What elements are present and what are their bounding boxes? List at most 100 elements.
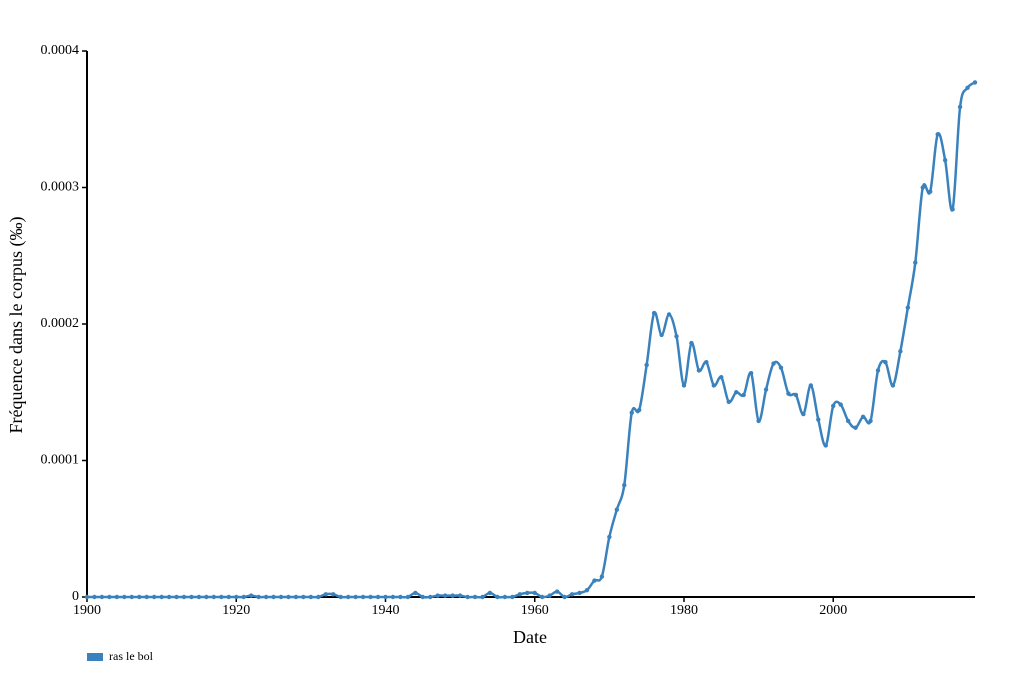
point [166, 594, 172, 600]
point [226, 594, 231, 600]
x-tick-label: 2000 [819, 603, 847, 618]
point [599, 574, 605, 579]
x-tick-label: 1980 [670, 603, 698, 618]
point [778, 365, 784, 370]
point [293, 594, 299, 600]
y-tick-label: 0.0003 [41, 180, 80, 195]
point [965, 85, 970, 91]
point [428, 594, 433, 600]
point [845, 418, 851, 424]
point [271, 594, 276, 600]
point [875, 368, 881, 373]
point [189, 594, 194, 600]
point [263, 594, 269, 600]
point [823, 443, 828, 448]
point [614, 507, 620, 512]
point [122, 594, 127, 600]
point [547, 593, 552, 598]
point [398, 594, 403, 600]
point [338, 594, 343, 600]
point [383, 594, 388, 600]
point [137, 594, 142, 600]
point [651, 310, 657, 316]
point [107, 594, 112, 600]
point [204, 594, 209, 600]
point [763, 387, 769, 392]
y-axis-label: Fréquence dans le corpus (‰) [6, 217, 27, 434]
x-axis-label: Date [513, 627, 547, 647]
y-tick-label: 0.0001 [41, 453, 80, 468]
point [569, 592, 575, 597]
point [637, 407, 642, 413]
point [868, 418, 873, 424]
point [539, 594, 545, 600]
point [950, 207, 955, 212]
point [174, 594, 179, 600]
point [741, 392, 746, 398]
point [435, 593, 440, 598]
point [502, 594, 508, 600]
point [308, 594, 314, 600]
point [248, 593, 254, 598]
point [838, 402, 843, 407]
point [301, 594, 306, 600]
point [935, 132, 940, 137]
point [584, 587, 590, 593]
point [323, 592, 328, 597]
point [510, 594, 515, 600]
point [644, 362, 649, 368]
point [457, 593, 463, 598]
point [726, 399, 731, 405]
point [913, 260, 918, 265]
point [286, 594, 291, 600]
point [405, 594, 411, 600]
point [368, 594, 373, 600]
point [786, 391, 791, 396]
point [420, 594, 425, 600]
point [345, 594, 351, 600]
point [801, 411, 806, 417]
y-tick-label: 0 [72, 589, 79, 604]
x-tick-label: 1940 [371, 603, 399, 618]
point [517, 592, 523, 597]
point [674, 334, 679, 339]
point [629, 410, 634, 415]
point [577, 590, 582, 596]
point [360, 594, 366, 600]
point [554, 589, 560, 594]
point [972, 80, 978, 85]
point [84, 594, 90, 600]
point [331, 592, 336, 597]
point [719, 375, 724, 380]
point [278, 594, 284, 600]
point [928, 189, 933, 194]
point [465, 594, 470, 600]
point [905, 305, 911, 310]
point [607, 534, 612, 540]
x-tick-label: 1920 [222, 603, 250, 618]
point [793, 392, 799, 398]
x-tick-label: 1900 [73, 603, 101, 618]
point [890, 383, 896, 388]
point [450, 593, 455, 598]
point [756, 418, 761, 424]
y-tick-label: 0.0002 [41, 316, 80, 331]
point [659, 332, 664, 338]
point [942, 158, 948, 163]
point [353, 594, 358, 600]
point [413, 590, 418, 596]
point [99, 594, 105, 600]
point [532, 590, 537, 596]
point [234, 594, 239, 600]
point [622, 482, 627, 488]
point [92, 594, 97, 600]
legend-label: ras le bol [109, 649, 154, 663]
point [883, 360, 888, 365]
point [480, 594, 485, 600]
point [495, 594, 500, 600]
point [681, 383, 687, 388]
point [696, 368, 702, 373]
point [129, 594, 134, 600]
point [375, 594, 381, 600]
